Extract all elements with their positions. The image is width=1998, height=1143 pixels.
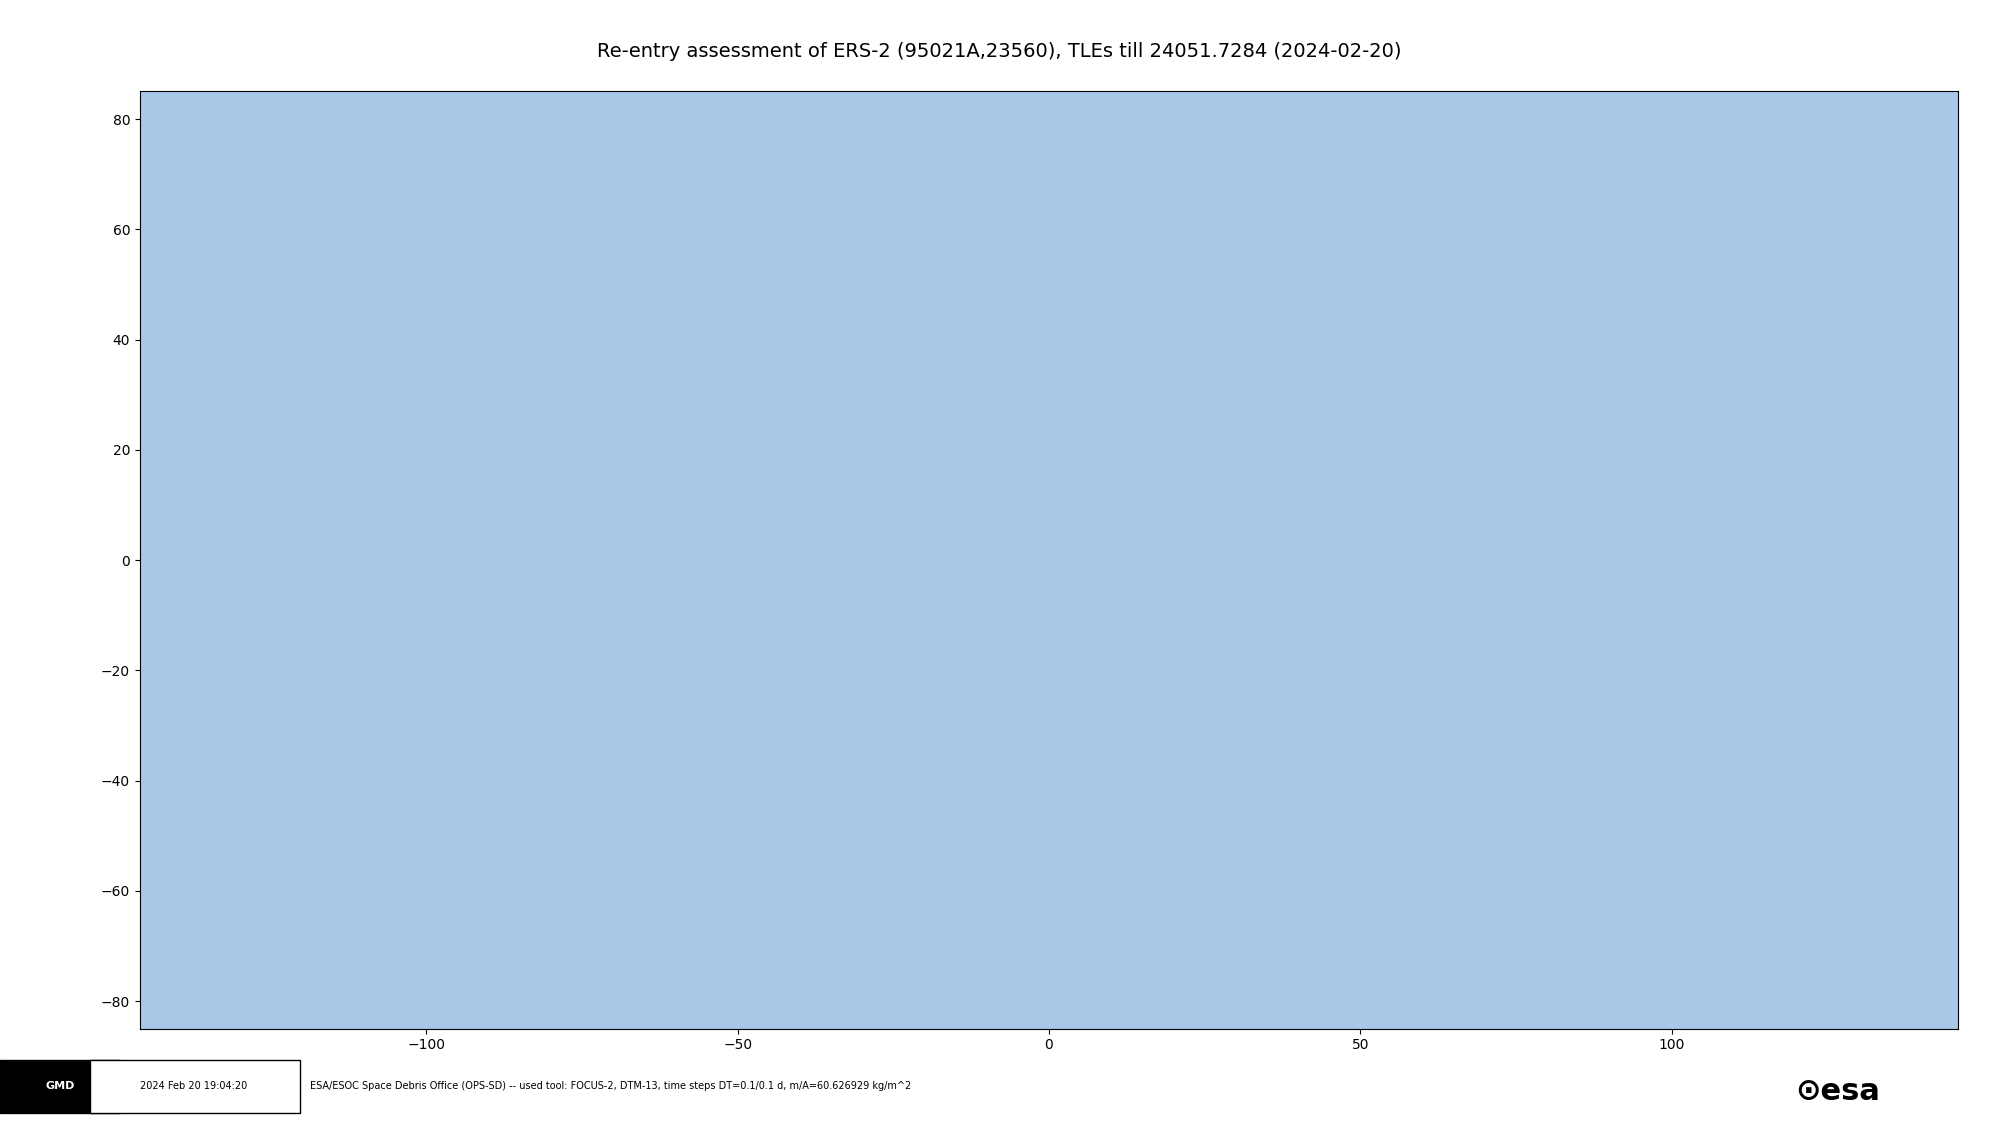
Text: GMD: GMD [46,1081,74,1092]
Text: Re-entry assessment of ERS-2 (95021A,23560), TLEs till 24051.7284 (2024-02-20): Re-entry assessment of ERS-2 (95021A,235… [597,42,1401,61]
Text: 2024 Feb 20 19:04:20: 2024 Feb 20 19:04:20 [140,1081,248,1092]
Text: ⊙esa: ⊙esa [1796,1077,1880,1106]
Text: ESA/ESOC Space Debris Office (OPS-SD) -- used tool: FOCUS-2, DTM-13, time steps : ESA/ESOC Space Debris Office (OPS-SD) --… [310,1081,911,1092]
FancyBboxPatch shape [90,1060,300,1113]
FancyBboxPatch shape [0,1060,120,1113]
